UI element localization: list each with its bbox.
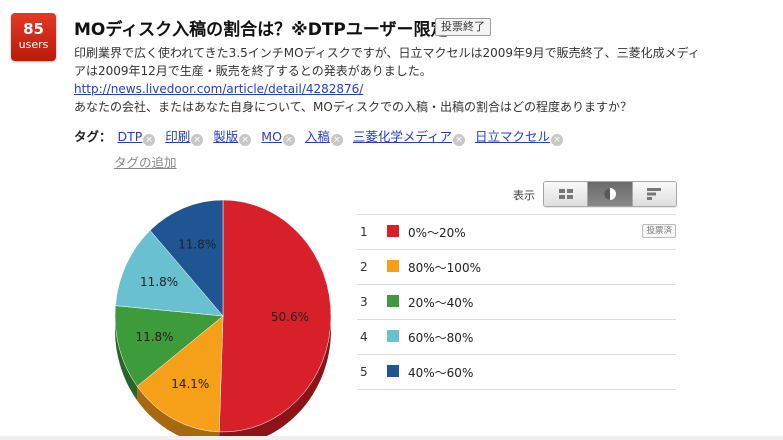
legend-rank: 3 [360,295,368,309]
view-pie-button[interactable] [588,182,633,206]
legend-label: 0%〜20% [408,226,466,240]
pie-chart-icon [603,188,616,200]
tag-list: タグ： DTP × 印刷 × 製版 × MO × 入稿 × 三菱化学メディア × 日立マクセ… [74,126,569,146]
news-link[interactable]: http://news.livedoor.com/article/detail/… [74,82,364,96]
tag-item: MO × [261,129,295,146]
tag-link[interactable]: MO [261,129,282,144]
legend-row: 1 0%〜20% 投票済 [357,214,676,250]
tag-item: DTP × [118,129,156,146]
pie-slice[interactable] [136,315,224,433]
legend-row: 2 80%〜100% [357,250,676,285]
pie-chart-svg: 50.6% 14.1% 11.8% 11.8% 11.8% [114,199,332,440]
legend-swatch [387,295,399,307]
pie-data-label: 11.8% [135,330,173,344]
tag-link[interactable]: 入稿 [304,129,330,144]
tags-label: タグ： [74,129,112,144]
bar-chart-icon [647,188,662,200]
pie-slice[interactable] [114,305,224,387]
legend-swatch [387,365,399,377]
pie-data-label: 11.8% [178,238,216,252]
grid-icon [558,189,573,199]
legend-rank: 4 [360,330,368,344]
pie-data-label: 50.6% [271,310,309,324]
legend-rank: 5 [360,365,368,379]
legend-label: 40%〜60% [408,366,474,380]
remove-tag-icon[interactable]: × [453,134,466,146]
pie-slice[interactable] [149,199,224,317]
legend-rank: 2 [360,260,368,274]
remove-tag-icon[interactable]: × [282,134,295,146]
remove-tag-icon[interactable]: × [191,134,204,146]
legend-label: 20%〜40% [408,296,474,310]
legend-swatch [387,330,399,342]
tag-item: 印刷 × [165,126,204,146]
tag-link[interactable]: 印刷 [165,129,191,144]
tag-link[interactable]: 三菱化学メディア [352,129,453,144]
legend-row: 4 60%〜80% [357,320,676,355]
description-line: 印刷業界で広く使われてきた3.5インチMOディスクですが、日立マクセルは2009… [74,46,700,60]
remove-tag-icon[interactable]: × [551,134,564,146]
tag-link[interactable]: 製版 [213,129,239,144]
legend-label: 60%〜80% [408,331,474,345]
remove-tag-icon[interactable]: × [330,134,343,146]
legend-label: 80%〜100% [408,261,481,275]
pie-slice[interactable] [115,230,224,317]
tag-item: 三菱化学メディア × [352,126,466,146]
user-count: 85 [23,20,44,38]
pie-slice[interactable] [219,199,332,433]
tag-link[interactable]: 日立マクセル [475,129,551,144]
tag-item: 製版 × [213,126,252,146]
voted-badge: 投票済 [642,224,676,238]
view-bar-button[interactable] [632,182,676,206]
tag-item: 日立マクセル × [475,126,564,146]
description-line: アは2009年12月で生産・販売を終了するとの発表がありました。 [74,64,432,78]
add-tag-link[interactable]: タグの追加 [114,155,177,170]
user-count-unit: users [18,38,49,51]
legend-swatch [387,225,399,237]
pie-slice-side [115,316,138,401]
view-switcher [543,181,677,207]
pie-data-label: 14.1% [171,377,209,391]
legend-rank: 1 [360,225,368,239]
legend-swatch [387,260,399,272]
results-legend: 1 0%〜20% 投票済 2 80%〜100% 3 20%〜40% 4 60%〜… [357,214,676,390]
poll-description: 印刷業界で広く使われてきた3.5インチMOディスクですが、日立マクセルは2009… [74,44,774,116]
pie-slice-side [137,386,220,440]
legend-row: 3 20%〜40% [357,285,676,320]
pie-chart: 50.6% 14.1% 11.8% 11.8% 11.8% [114,199,345,440]
legend-row: 5 40%〜60% [357,355,676,390]
remove-tag-icon[interactable]: × [239,134,252,146]
poll-question: あなたの会社、またはあなた自身について、MOディスクでの入稿・出稿の割合はどの程… [74,100,633,114]
tag-item: 入稿 × [305,126,343,146]
tag-link[interactable]: DTP [117,129,143,144]
pie-data-label: 11.8% [140,275,178,289]
remove-tag-icon[interactable]: × [143,134,156,146]
user-count-badge: 85 users [11,13,56,61]
poll-title: MOディスク入稿の割合は？※DTPユーザー限定 [74,20,448,40]
status-badge: 投票終了 [435,18,491,36]
view-grid-button[interactable] [544,182,589,206]
view-label: 表示 [513,189,535,202]
